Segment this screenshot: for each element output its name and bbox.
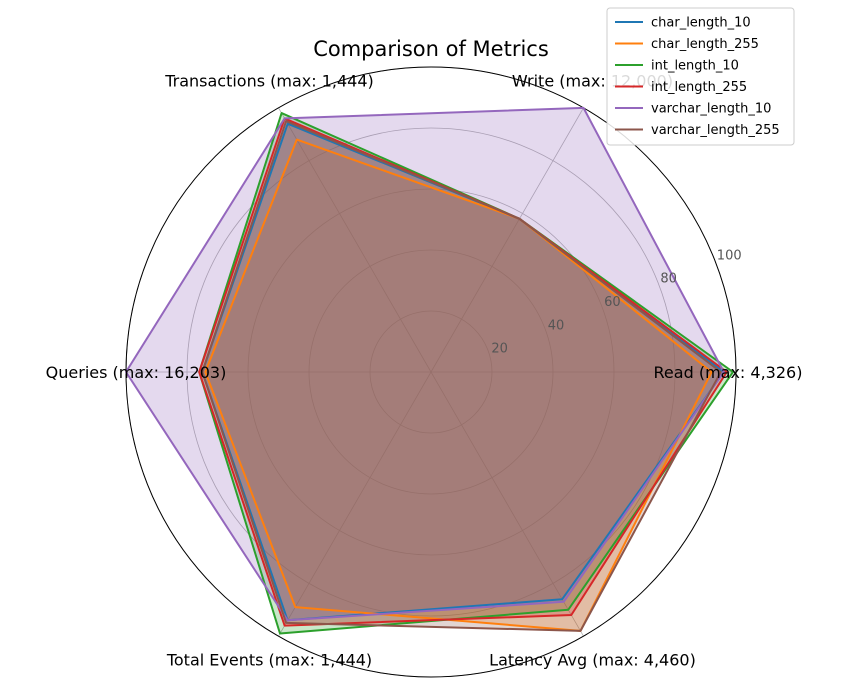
grid-spoke-1 bbox=[430, 107, 584, 373]
series-fill-char_length_255 bbox=[205, 139, 712, 631]
series-fill-int_length_10 bbox=[199, 113, 733, 634]
legend-label-char_length_10: char_length_10 bbox=[651, 16, 751, 31]
grid-spoke-5 bbox=[430, 371, 584, 637]
legend-label-int_length_255: int_length_255 bbox=[651, 80, 747, 95]
legend-label-char_length_255: char_length_255 bbox=[651, 37, 759, 52]
legend-label-int_length_10: int_length_10 bbox=[651, 59, 739, 74]
tick-label-40: 40 bbox=[548, 318, 565, 333]
tick-label-60: 60 bbox=[604, 295, 621, 310]
grid-spoke-2 bbox=[278, 107, 432, 373]
tick-label-20: 20 bbox=[491, 342, 508, 357]
series-fills bbox=[126, 107, 733, 634]
legend-box bbox=[606, 7, 795, 146]
axis-label-0: Read (max: 4,326) bbox=[654, 363, 803, 382]
series-lines bbox=[125, 106, 734, 635]
grid-spoke-4 bbox=[278, 371, 432, 637]
tick-label-80: 80 bbox=[660, 272, 677, 287]
axis-label-5: Latency Avg (max: 4,460) bbox=[489, 651, 696, 670]
series-fill-char_length_10 bbox=[202, 123, 724, 621]
axis-label-4: Total Events (max: 1,444) bbox=[166, 651, 372, 670]
axis-label-3: Queries (max: 16,203) bbox=[46, 363, 227, 382]
legend: char_length_10 char_length_255 int_length_… bbox=[606, 7, 795, 146]
chart-title: Comparison of Metrics bbox=[313, 37, 549, 61]
series-fill-varchar_length_255 bbox=[202, 121, 721, 631]
series-line-varchar_length_255 bbox=[201, 120, 722, 632]
series-fill-int_length_255 bbox=[199, 118, 727, 626]
series-line-varchar_length_10 bbox=[125, 106, 725, 622]
axis-label-2: Transactions (max: 1,444) bbox=[164, 71, 374, 90]
tick-label-100: 100 bbox=[717, 248, 742, 263]
legend-label-varchar_length_10: varchar_length_10 bbox=[651, 102, 771, 117]
legend-label-varchar_length_255: varchar_length_255 bbox=[651, 123, 780, 138]
series-fill-varchar_length_10 bbox=[126, 107, 724, 621]
radial-tick-labels: 20 40 60 80 100 bbox=[491, 248, 741, 356]
